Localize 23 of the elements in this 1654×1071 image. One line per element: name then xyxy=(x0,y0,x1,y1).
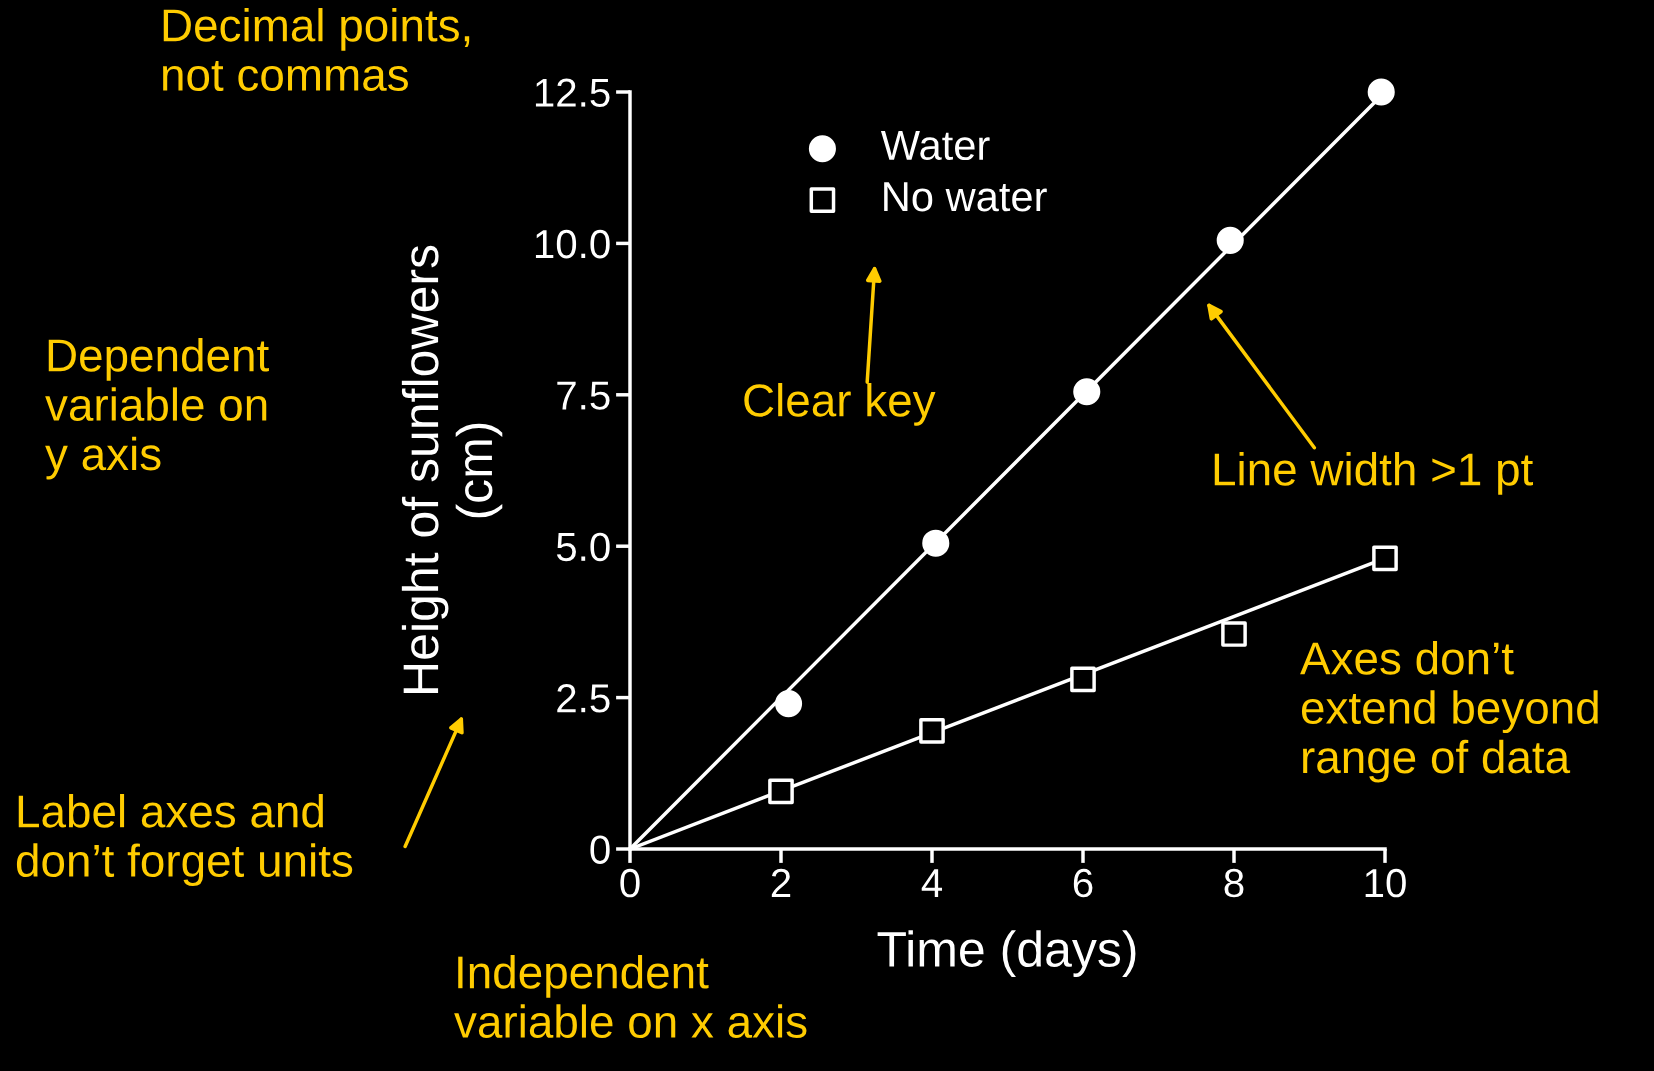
x-tick-label: 8 xyxy=(1224,868,1244,898)
text: Decimal points, not commas xyxy=(163,8,470,92)
x-tick-label: 10 xyxy=(1365,868,1406,898)
legend-label: Water xyxy=(880,131,990,161)
y-tick-label: 7.5 xyxy=(557,381,610,410)
x-axis-title: Time (days) xyxy=(877,930,1136,977)
y-tick-label: 0 xyxy=(590,835,610,864)
y-axis-title: Height of sunflowers (cm) xyxy=(401,245,503,693)
x-tick-label: 4 xyxy=(921,869,943,897)
text: Independent variable on x axis xyxy=(454,955,807,1039)
x-tick-label: 6 xyxy=(1073,868,1093,898)
legend-label: No water xyxy=(884,182,1047,212)
y-tick-label: 2.5 xyxy=(557,684,610,713)
annotation: Axes don’t extend beyond range of data xyxy=(1300,641,1598,783)
text: Label axes and don’t forget units xyxy=(16,794,353,887)
y-tick-label: 5.0 xyxy=(556,532,610,562)
annotation: Clear key xyxy=(744,383,936,426)
y-tick-label: 12.5 xyxy=(535,78,610,107)
y-tick-label: 10.0 xyxy=(535,229,610,259)
text: Dependent variable on y axis xyxy=(45,338,269,480)
x-tick-label: 0 xyxy=(620,868,640,898)
annotation: Line width >1 pt xyxy=(1214,452,1533,495)
x-tick-label: 2 xyxy=(771,868,791,897)
